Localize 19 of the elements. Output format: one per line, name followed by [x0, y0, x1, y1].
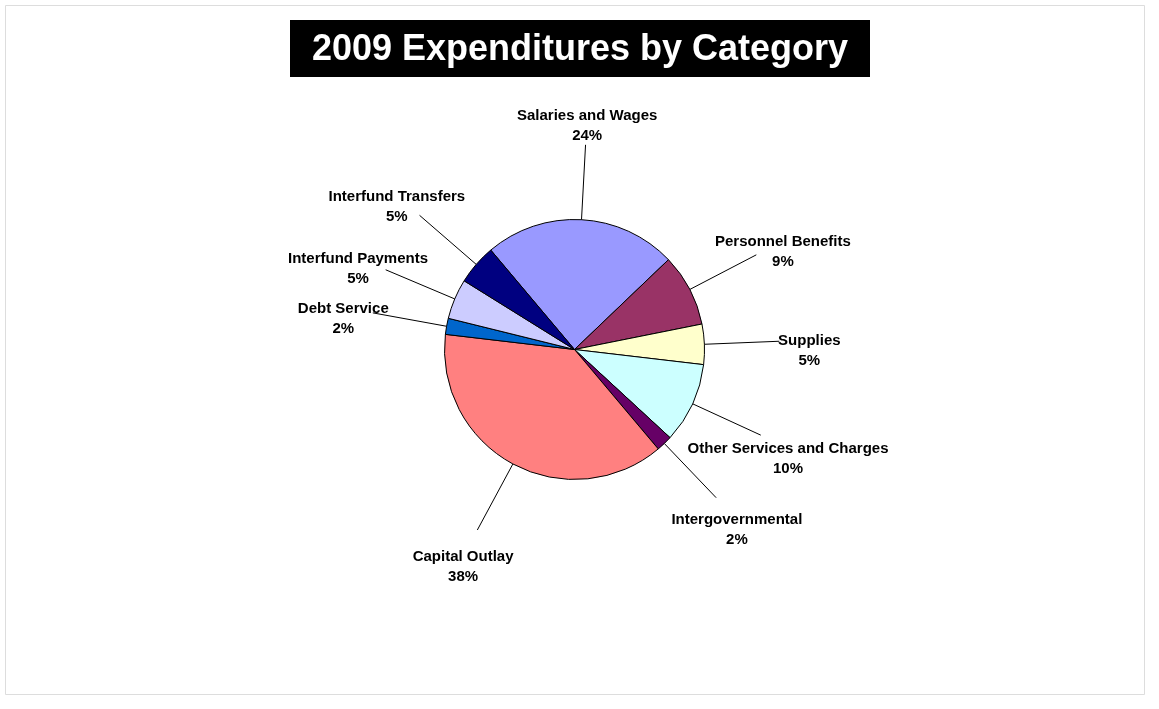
- slice-label: Supplies: [778, 331, 841, 349]
- data-label: 2%: [726, 530, 748, 548]
- slice-label: Other Services and Charges: [687, 438, 889, 456]
- data-label: 5%: [798, 351, 821, 369]
- slice-label: Personnel Benefits: [715, 231, 851, 249]
- slice-label: Interfund Payments: [287, 249, 429, 267]
- data-label: 2%: [332, 318, 355, 336]
- data-label: 5%: [386, 206, 408, 224]
- data-label: 24%: [572, 125, 603, 143]
- chart-title: 2009 Expenditures by Category: [311, 27, 849, 68]
- slice-label: Intergovernmental: [671, 510, 803, 528]
- data-label: 38%: [448, 567, 479, 585]
- data-label: 10%: [773, 458, 804, 476]
- slice-label: Salaries and Wages: [517, 105, 658, 123]
- data-label: 9%: [772, 251, 794, 269]
- data-label: 5%: [347, 269, 369, 287]
- slice-label: Capital Outlay: [412, 547, 515, 565]
- slice-label: Interfund Transfers: [328, 186, 466, 204]
- slice-label: Debt Service: [297, 298, 389, 316]
